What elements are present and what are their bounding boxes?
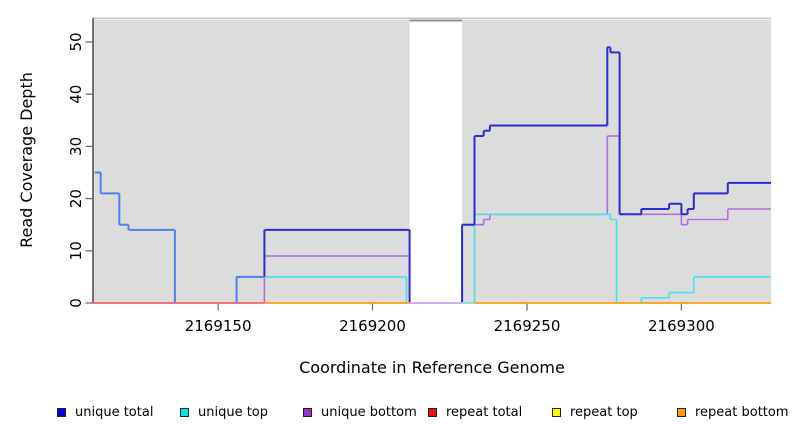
legend-color-swatch (428, 407, 437, 417)
svg-text:2169150: 2169150 (185, 317, 252, 335)
legend-item-label: repeat bottom (695, 404, 789, 420)
legend-color-swatch (57, 407, 66, 417)
svg-text:30: 30 (67, 137, 85, 156)
svg-text:20: 20 (67, 189, 85, 208)
x-axis-label: Coordinate in Reference Genome (299, 358, 565, 377)
legend-color-swatch (180, 407, 189, 417)
svg-text:2169300: 2169300 (648, 317, 715, 335)
legend-item-label: unique top (198, 404, 269, 420)
legend-item-unique-total: unique total (57, 404, 153, 420)
legend-item-repeat-total: repeat total (428, 404, 522, 420)
legend-item-label: unique bottom (321, 404, 417, 420)
svg-text:0: 0 (67, 298, 85, 308)
legend-color-swatch (552, 407, 561, 417)
svg-text:50: 50 (67, 32, 85, 51)
svg-text:10: 10 (67, 241, 85, 260)
legend-item-repeat-bottom: repeat bottom (677, 404, 789, 420)
svg-text:40: 40 (67, 85, 85, 104)
legend-item-label: repeat top (570, 404, 638, 420)
svg-text:2169200: 2169200 (339, 317, 406, 335)
legend-item-repeat-top: repeat top (552, 404, 638, 420)
chart-canvas: 0 10 20 30 40 50 2169150 2169200 2169250 2169300 (67, 17, 771, 335)
legend-item-unique-top: unique top (180, 404, 268, 420)
legend-item-label: unique total (75, 404, 154, 420)
svg-text:2169250: 2169250 (494, 317, 561, 335)
y-axis-label: Read Coverage Depth (17, 72, 36, 248)
legend-color-swatch (677, 407, 686, 417)
legend-item-label: repeat total (446, 404, 523, 420)
legend-item-unique-bottom: unique bottom (303, 404, 417, 420)
legend-color-swatch (303, 407, 312, 417)
